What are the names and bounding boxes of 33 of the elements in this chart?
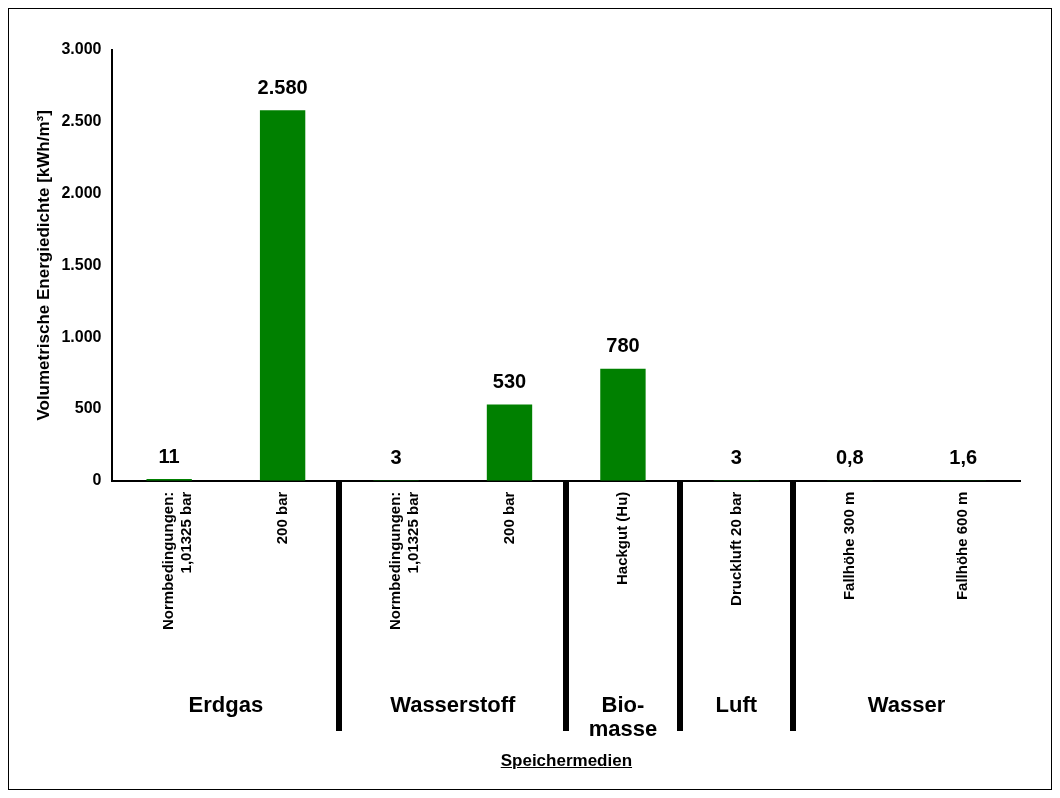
data-label: 3 (390, 445, 402, 468)
x-tick-label: Druckluft 20 bar (726, 491, 744, 606)
data-label: 530 (492, 370, 527, 393)
y-axis-title: Volumetrische Energiedichte [kWh/m³] (33, 110, 53, 421)
text: Erdgas (187, 691, 265, 717)
data-label: 780 (606, 334, 640, 357)
text: Wasser (866, 691, 947, 717)
x-tick-label: Normbedingungen: 1,01325 bar (159, 491, 195, 631)
x-tick-label: Hackgut (Hu) (613, 491, 631, 586)
bar (259, 110, 306, 481)
x-tick-label: Fallhöhe 300 m (839, 491, 857, 601)
x-tick-label: Fallhöhe 600 m (953, 491, 971, 601)
x-tick-label: Normbedingungen: 1,01325 bar (386, 491, 422, 631)
x-tick-label: 200 bar (499, 491, 517, 545)
data-label: 3 (730, 445, 742, 468)
text: Speichermedien (500, 750, 633, 771)
data-label: 1,6 (949, 445, 978, 468)
data-label: 0,8 (835, 446, 864, 469)
text: Luft (714, 691, 759, 717)
bar (600, 368, 646, 481)
x-tick-label: 200 bar (272, 491, 290, 545)
y-tick-label: 3.000 (61, 40, 102, 58)
y-tick-label: 0 (92, 471, 102, 489)
text: Wasserstoff (389, 691, 517, 717)
y-tick-label: 500 (74, 399, 102, 417)
y-tick-label: 2.000 (61, 183, 102, 201)
bar (486, 404, 533, 481)
y-tick-label: 1.500 (61, 255, 102, 273)
data-label: 11 (158, 444, 180, 467)
data-label: 2.580 (257, 75, 308, 98)
text: Bio- masse (587, 691, 659, 741)
y-tick-label: 1.000 (61, 327, 102, 345)
y-tick-label: 2.500 (61, 112, 102, 130)
